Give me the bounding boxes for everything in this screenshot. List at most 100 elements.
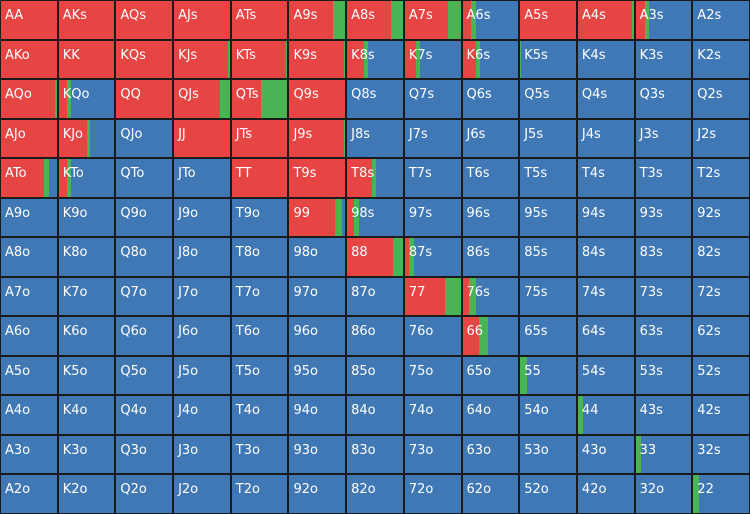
hand-cell[interactable]: 82s (692, 237, 750, 277)
hand-cell[interactable]: 92o (288, 474, 347, 514)
hand-cell[interactable]: AQs (115, 0, 174, 40)
hand-cell[interactable]: 43o (576, 434, 635, 475)
hand-cell[interactable]: 52s (692, 355, 750, 396)
hand-cell[interactable]: Q9o (115, 197, 174, 238)
hand-cell[interactable]: Q9s (288, 79, 347, 119)
hand-cell[interactable]: A9s (288, 0, 347, 40)
hand-cell[interactable]: J4s (576, 118, 635, 159)
hand-cell[interactable]: Q7o (115, 276, 174, 317)
hand-cell[interactable]: 94s (576, 197, 635, 238)
hand-cell[interactable]: J3o (173, 434, 231, 475)
hand-cell[interactable]: A4o (0, 395, 58, 435)
hand-cell[interactable]: Q3o (115, 434, 174, 475)
hand-cell[interactable]: Q3s (634, 79, 693, 119)
hand-cell[interactable]: K9s (288, 39, 347, 80)
hand-cell[interactable]: Q8o (115, 237, 174, 277)
hand-cell[interactable]: 96o (288, 316, 347, 356)
hand-cell[interactable]: A3o (0, 434, 58, 475)
hand-cell[interactable]: A3s (634, 0, 693, 40)
hand-cell[interactable]: K2o (57, 474, 116, 514)
hand-cell[interactable]: K8s (346, 39, 404, 80)
hand-cell[interactable]: AA (0, 0, 58, 40)
hand-cell[interactable]: 65o (461, 355, 520, 396)
hand-cell[interactable]: 86o (346, 316, 404, 356)
hand-cell[interactable]: 44 (576, 395, 635, 435)
hand-cell[interactable]: ATo (0, 158, 58, 198)
hand-cell[interactable]: Q2s (692, 79, 750, 119)
hand-cell[interactable]: J7s (403, 118, 462, 159)
hand-cell[interactable]: JJ (173, 118, 231, 159)
hand-cell[interactable]: 99 (288, 197, 347, 238)
hand-cell[interactable]: A4s (576, 0, 635, 40)
hand-cell[interactable]: 98s (346, 197, 404, 238)
hand-cell[interactable]: 72s (692, 276, 750, 317)
hand-cell[interactable]: 92s (692, 197, 750, 238)
hand-cell[interactable]: A5s (519, 0, 577, 40)
hand-cell[interactable]: 84o (346, 395, 404, 435)
hand-cell[interactable]: QQ (115, 79, 174, 119)
hand-cell[interactable]: 84s (576, 237, 635, 277)
hand-cell[interactable]: T7s (403, 158, 462, 198)
hand-cell[interactable]: 95s (519, 197, 577, 238)
hand-cell[interactable]: KK (57, 39, 116, 80)
hand-cell[interactable]: 74s (576, 276, 635, 317)
hand-cell[interactable]: J6s (461, 118, 520, 159)
hand-cell[interactable]: 65s (519, 316, 577, 356)
hand-cell[interactable]: 75s (519, 276, 577, 317)
hand-cell[interactable]: Q5o (115, 355, 174, 396)
hand-cell[interactable]: 95o (288, 355, 347, 396)
hand-cell[interactable]: 63s (634, 316, 693, 356)
hand-cell[interactable]: 73s (634, 276, 693, 317)
hand-cell[interactable]: Q6s (461, 79, 520, 119)
hand-cell[interactable]: A6s (461, 0, 520, 40)
hand-cell[interactable]: 77 (403, 276, 462, 317)
hand-cell[interactable]: J8s (346, 118, 404, 159)
hand-cell[interactable]: 85s (519, 237, 577, 277)
hand-cell[interactable]: KTo (57, 158, 116, 198)
hand-cell[interactable]: QJs (173, 79, 231, 119)
hand-cell[interactable]: 74o (403, 395, 462, 435)
hand-cell[interactable]: 64o (461, 395, 520, 435)
hand-cell[interactable]: T6s (461, 158, 520, 198)
hand-cell[interactable]: K9o (57, 197, 116, 238)
hand-cell[interactable]: 94o (288, 395, 347, 435)
hand-cell[interactable]: T4o (230, 395, 289, 435)
hand-cell[interactable]: A8s (346, 0, 404, 40)
hand-cell[interactable]: K6o (57, 316, 116, 356)
hand-cell[interactable]: Q7s (403, 79, 462, 119)
hand-cell[interactable]: AJo (0, 118, 58, 159)
hand-cell[interactable]: A8o (0, 237, 58, 277)
hand-cell[interactable]: K5o (57, 355, 116, 396)
hand-cell[interactable]: 75o (403, 355, 462, 396)
hand-cell[interactable]: 53o (519, 434, 577, 475)
hand-cell[interactable]: 97s (403, 197, 462, 238)
hand-cell[interactable]: K3o (57, 434, 116, 475)
hand-cell[interactable]: 97o (288, 276, 347, 317)
hand-cell[interactable]: 54o (519, 395, 577, 435)
hand-cell[interactable]: K4s (576, 39, 635, 80)
hand-cell[interactable]: 64s (576, 316, 635, 356)
hand-cell[interactable]: T9s (288, 158, 347, 198)
hand-cell[interactable]: AQo (0, 79, 58, 119)
hand-cell[interactable]: 73o (403, 434, 462, 475)
hand-cell[interactable]: T2s (692, 158, 750, 198)
hand-cell[interactable]: 62o (461, 474, 520, 514)
hand-cell[interactable]: K7s (403, 39, 462, 80)
hand-cell[interactable]: KQs (115, 39, 174, 80)
hand-cell[interactable]: 85o (346, 355, 404, 396)
hand-cell[interactable]: J2s (692, 118, 750, 159)
hand-cell[interactable]: K7o (57, 276, 116, 317)
hand-cell[interactable]: JTs (230, 118, 289, 159)
hand-cell[interactable]: 32s (692, 434, 750, 475)
hand-cell[interactable]: 83o (346, 434, 404, 475)
hand-cell[interactable]: 93s (634, 197, 693, 238)
hand-cell[interactable]: 76o (403, 316, 462, 356)
hand-cell[interactable]: 82o (346, 474, 404, 514)
hand-cell[interactable]: T5s (519, 158, 577, 198)
hand-cell[interactable]: QJo (115, 118, 174, 159)
hand-cell[interactable]: Q5s (519, 79, 577, 119)
hand-cell[interactable]: 53s (634, 355, 693, 396)
hand-cell[interactable]: 87o (346, 276, 404, 317)
hand-cell[interactable]: 86s (461, 237, 520, 277)
hand-cell[interactable]: AKo (0, 39, 58, 80)
